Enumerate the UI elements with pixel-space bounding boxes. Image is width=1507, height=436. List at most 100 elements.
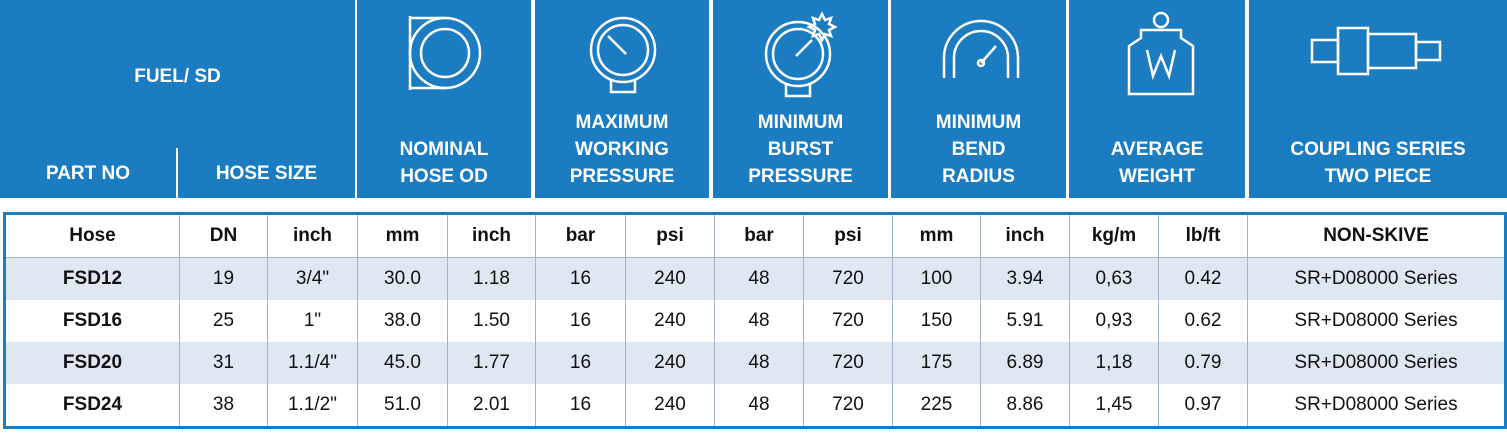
cell: 1.18 bbox=[447, 257, 536, 300]
cell: 48 bbox=[714, 300, 804, 342]
cell: 0.97 bbox=[1158, 384, 1248, 428]
header-cell: AVERAGE WEIGHT bbox=[1069, 0, 1245, 198]
working-pressure-icon bbox=[589, 16, 657, 94]
unit-cell: mm bbox=[892, 213, 981, 258]
cell: 45.0 bbox=[357, 342, 448, 384]
cell: 3/4" bbox=[267, 257, 358, 300]
header-line: WEIGHT bbox=[1119, 166, 1195, 187]
cell: 51.0 bbox=[357, 384, 448, 428]
header-cell: MAXIMUM WORKING PRESSURE bbox=[535, 0, 709, 198]
burst-pressure-icon bbox=[764, 11, 838, 98]
data-row: FSD16 25 1" 38.0 1.50 16 240 48 720 150 5.91 0,93 0.… bbox=[5, 300, 1506, 342]
header-line: WORKING bbox=[575, 139, 669, 160]
cell: 0.62 bbox=[1158, 300, 1248, 342]
cell: SR+D08000 Series bbox=[1247, 342, 1506, 384]
cell: 16 bbox=[535, 384, 626, 428]
header-cell: NOMINAL HOSE OD bbox=[357, 0, 531, 198]
cell: 3.94 bbox=[980, 257, 1070, 300]
header-line: MINIMUM bbox=[757, 112, 844, 133]
part-no: FSD20 bbox=[4, 342, 180, 384]
unit-cell: Hose bbox=[4, 213, 180, 258]
cell: 16 bbox=[535, 300, 626, 342]
cell: 100 bbox=[892, 257, 981, 300]
header-line: MAXIMUM bbox=[575, 112, 669, 133]
header-line: PRESSURE bbox=[748, 166, 853, 187]
unit-cell: inch bbox=[980, 213, 1070, 258]
cell: 16 bbox=[535, 257, 626, 300]
column-header: HOSE SIZE bbox=[215, 163, 318, 184]
cell: 720 bbox=[803, 257, 893, 300]
unit-cell: inch bbox=[447, 213, 536, 258]
unit-cell: psi bbox=[625, 213, 715, 258]
column-header: PART NO bbox=[45, 163, 131, 184]
cell: 8.86 bbox=[980, 384, 1070, 428]
data-row: FSD12 19 3/4" 30.0 1.18 16 240 48 720 100 3.94 0,63… bbox=[4, 257, 1506, 300]
unit-cell: bar bbox=[714, 213, 804, 258]
header-line: NOMINAL bbox=[399, 139, 489, 160]
cell: 1,45 bbox=[1069, 384, 1159, 428]
cell: 5.91 bbox=[980, 300, 1070, 342]
part-no: FSD12 bbox=[4, 257, 180, 300]
cell: 720 bbox=[803, 342, 893, 384]
coupling-icon bbox=[1310, 26, 1442, 76]
cell: 1.77 bbox=[447, 342, 536, 384]
cell: SR+D08000 Series bbox=[1247, 300, 1506, 342]
data-row: FSD24 38 1.1/2" 51.0 2.01 16 240 48 720 225 8.86 1,… bbox=[5, 384, 1506, 428]
cell: SR+D08000 Series bbox=[1247, 384, 1506, 428]
weight-icon bbox=[1127, 11, 1195, 96]
hose-od-icon bbox=[408, 16, 482, 90]
unit-cell: lb/ft bbox=[1158, 213, 1248, 258]
spec-table: Hose DN inch mm inch bar psi bar psi mm inch kg/m lb… bbox=[3, 212, 1507, 429]
cell: 240 bbox=[625, 257, 715, 300]
cell: SR+D08000 Series bbox=[1247, 257, 1506, 300]
header-line: MINIMUM bbox=[935, 112, 1022, 133]
divider bbox=[176, 148, 178, 198]
part-no: FSD16 bbox=[62, 310, 123, 331]
header-line: TWO PIECE bbox=[1324, 166, 1432, 187]
cell: 48 bbox=[714, 342, 804, 384]
header-cell: MINIMUM BEND RADIUS bbox=[891, 0, 1066, 198]
cell: 240 bbox=[625, 342, 715, 384]
cell: 6.89 bbox=[980, 342, 1070, 384]
data-row: FSD20 31 1.1/4" 45.0 1.77 16 240 48 720 175 6.89 1,… bbox=[4, 342, 1506, 384]
header-line: PRESSURE bbox=[569, 166, 675, 187]
header-cell: MINIMUM BURST PRESSURE bbox=[713, 0, 888, 198]
header-line: BEND bbox=[951, 139, 1006, 160]
header-line: COUPLING SERIES bbox=[1290, 139, 1466, 160]
cell: 1.1/4" bbox=[267, 342, 358, 384]
cell: 240 bbox=[625, 300, 715, 342]
header-line: RADIUS bbox=[942, 166, 1015, 187]
cell: 38 bbox=[179, 384, 268, 428]
unit-cell: psi bbox=[803, 213, 893, 258]
cell: 150 bbox=[892, 300, 981, 342]
header-line: HOSE OD bbox=[400, 166, 488, 187]
unit-cell: inch bbox=[267, 213, 358, 258]
cell: 720 bbox=[803, 384, 893, 428]
cell: 25 bbox=[179, 300, 268, 342]
cell: 48 bbox=[714, 257, 804, 300]
cell: 720 bbox=[803, 300, 893, 342]
cell: 30.0 bbox=[357, 257, 448, 300]
cell: 31 bbox=[179, 342, 268, 384]
header-line: BURST bbox=[767, 139, 834, 160]
product-title: FUEL/ SD bbox=[134, 66, 221, 87]
cell: 2.01 bbox=[447, 384, 536, 428]
cell: 19 bbox=[179, 257, 268, 300]
cell: 175 bbox=[892, 342, 981, 384]
cell: 38.0 bbox=[357, 300, 448, 342]
cell: 1.50 bbox=[447, 300, 536, 342]
unit-cell: mm bbox=[357, 213, 448, 258]
unit-cell: DN bbox=[179, 213, 268, 258]
unit-cell: bar bbox=[535, 213, 626, 258]
cell: 1" bbox=[267, 300, 358, 342]
cell: 48 bbox=[714, 384, 804, 428]
cell: 0,93 bbox=[1069, 300, 1159, 342]
cell: 0.79 bbox=[1158, 342, 1248, 384]
part-no: FSD24 bbox=[62, 394, 123, 415]
cell: 225 bbox=[892, 384, 981, 428]
unit-cell: kg/m bbox=[1069, 213, 1159, 258]
cell: 240 bbox=[625, 384, 715, 428]
cell: 1,18 bbox=[1069, 342, 1159, 384]
cell: 1.1/2" bbox=[267, 384, 358, 428]
